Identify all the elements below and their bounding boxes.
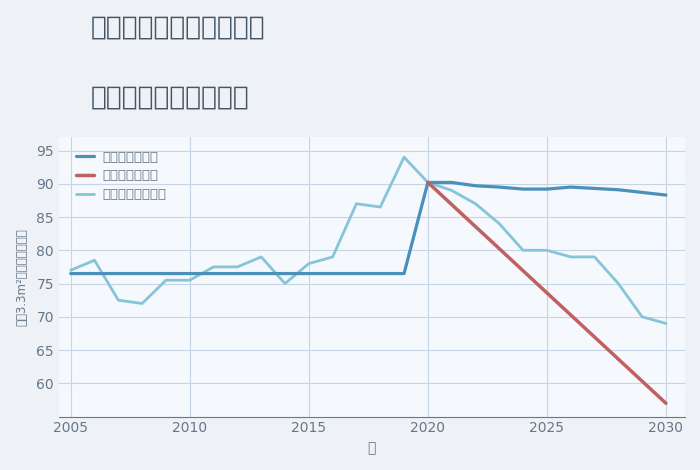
グッドシナリオ <box>542 186 551 192</box>
ノーマルシナリオ <box>233 264 242 270</box>
ノーマルシナリオ <box>352 201 361 206</box>
ノーマルシナリオ <box>138 301 146 306</box>
バッドシナリオ <box>662 400 670 406</box>
ノーマルシナリオ <box>257 254 265 260</box>
ノーマルシナリオ <box>424 180 432 185</box>
グッドシナリオ <box>304 271 313 276</box>
ノーマルシナリオ <box>495 221 503 227</box>
ノーマルシナリオ <box>662 321 670 326</box>
グッドシナリオ <box>376 271 384 276</box>
グッドシナリオ <box>138 271 146 276</box>
グッドシナリオ <box>328 271 337 276</box>
グッドシナリオ <box>424 180 432 185</box>
ノーマルシナリオ <box>376 204 384 210</box>
グッドシナリオ <box>281 271 289 276</box>
ノーマルシナリオ <box>471 201 480 206</box>
グッドシナリオ <box>614 187 622 193</box>
グッドシナリオ <box>471 183 480 188</box>
ノーマルシナリオ <box>66 267 75 273</box>
Text: 千葉県四街道市和良比の: 千葉県四街道市和良比の <box>91 14 265 40</box>
ノーマルシナリオ <box>447 188 456 193</box>
ノーマルシナリオ <box>209 264 218 270</box>
グッドシナリオ <box>662 192 670 198</box>
グッドシナリオ <box>209 271 218 276</box>
ノーマルシナリオ <box>90 258 99 263</box>
グッドシナリオ <box>233 271 242 276</box>
Line: グッドシナリオ: グッドシナリオ <box>71 182 666 274</box>
グッドシナリオ <box>638 189 646 195</box>
X-axis label: 年: 年 <box>368 441 376 455</box>
グッドシナリオ <box>257 271 265 276</box>
Line: ノーマルシナリオ: ノーマルシナリオ <box>71 157 666 323</box>
Text: 中古戸建ての価格推移: 中古戸建ての価格推移 <box>91 85 250 110</box>
ノーマルシナリオ <box>400 154 408 160</box>
ノーマルシナリオ <box>162 277 170 283</box>
ノーマルシナリオ <box>590 254 598 260</box>
グッドシナリオ <box>352 271 361 276</box>
Legend: グッドシナリオ, バッドシナリオ, ノーマルシナリオ: グッドシナリオ, バッドシナリオ, ノーマルシナリオ <box>71 147 170 205</box>
グッドシナリオ <box>566 184 575 190</box>
Line: バッドシナリオ: バッドシナリオ <box>428 182 666 403</box>
グッドシナリオ <box>495 184 503 190</box>
ノーマルシナリオ <box>186 277 194 283</box>
Y-axis label: 坪（3.3m²）単価（万円）: 坪（3.3m²）単価（万円） <box>15 228 28 326</box>
グッドシナリオ <box>400 271 408 276</box>
ノーマルシナリオ <box>614 281 622 286</box>
ノーマルシナリオ <box>566 254 575 260</box>
ノーマルシナリオ <box>281 281 289 286</box>
グッドシナリオ <box>186 271 194 276</box>
バッドシナリオ <box>424 180 432 185</box>
ノーマルシナリオ <box>519 248 527 253</box>
グッドシナリオ <box>447 180 456 185</box>
グッドシナリオ <box>162 271 170 276</box>
ノーマルシナリオ <box>304 261 313 266</box>
グッドシナリオ <box>519 186 527 192</box>
ノーマルシナリオ <box>542 248 551 253</box>
グッドシナリオ <box>114 271 122 276</box>
グッドシナリオ <box>590 186 598 191</box>
ノーマルシナリオ <box>638 314 646 320</box>
グッドシナリオ <box>66 271 75 276</box>
ノーマルシナリオ <box>328 254 337 260</box>
グッドシナリオ <box>90 271 99 276</box>
ノーマルシナリオ <box>114 298 122 303</box>
